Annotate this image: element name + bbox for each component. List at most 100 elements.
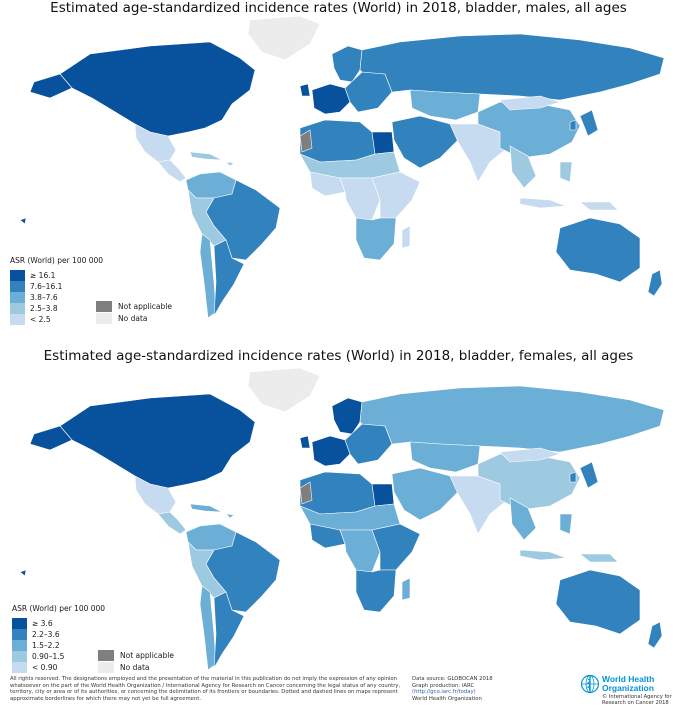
region-western-europe: [299, 435, 311, 449]
region-central-america: [157, 511, 187, 535]
region-se-asia: [559, 161, 573, 183]
legend-swatch: [12, 651, 27, 662]
legend-item: 1.5–2.2: [12, 640, 60, 651]
region-colombia-ven: [185, 171, 237, 199]
region-central-america: [157, 159, 187, 183]
region-greenland: [247, 15, 321, 61]
region-north-america: [29, 425, 73, 451]
region-russia: [359, 385, 665, 453]
panel-male: Estimated age-standardized incidence rat…: [0, 0, 677, 345]
world-map-female: [19, 367, 665, 671]
region-western-europe: [299, 83, 311, 97]
legend-label: 0.90–1.5: [32, 652, 65, 661]
source-line: Graph production: IARC: [412, 682, 475, 689]
legend-item: 3.8–7.6: [10, 292, 58, 303]
who-name-line: Organization: [602, 683, 654, 693]
source-line: World Health Organization: [412, 695, 482, 702]
no-data-item: No data: [96, 313, 147, 324]
region-western-europe: [311, 83, 351, 115]
region-indonesia: [579, 201, 619, 211]
region-north-america: [29, 73, 73, 99]
region-east-africa: [371, 523, 421, 571]
legend-title: ASR (World) per 100 000: [12, 604, 106, 613]
legend-swatch: [12, 629, 27, 640]
legend-label: 3.8–7.6: [30, 293, 58, 302]
region-australia: [555, 217, 641, 283]
legend-label: No data: [120, 663, 150, 672]
legend-label: Not applicable: [118, 302, 172, 311]
region-peru-bol: [187, 189, 227, 247]
region-egypt: [371, 483, 395, 507]
legend-label: < 2.5: [30, 315, 51, 324]
legend-label: Not applicable: [120, 651, 174, 660]
region-new-zealand: [647, 269, 663, 297]
region-northern-europe: [331, 397, 363, 435]
source-line: Data source: GLOBOCAN 2018: [412, 676, 493, 682]
region-chile: [199, 233, 217, 319]
region-colombia-ven: [185, 523, 237, 551]
not-applicable-item: Not applicable: [96, 301, 172, 312]
region-indonesia: [579, 553, 619, 563]
legend-title: ASR (World) per 100 000: [10, 256, 104, 265]
region-se-asia: [509, 145, 537, 189]
region-north-america: [19, 569, 27, 577]
region-egypt: [371, 131, 395, 155]
region-japan-korea: [579, 109, 599, 137]
region-north-america: [19, 217, 27, 225]
legend-item: ≥ 16.1: [10, 270, 55, 281]
legend-label: 2.5–3.8: [30, 304, 58, 313]
source-link[interactable]: (http://gco.iarc.fr/today): [412, 689, 476, 696]
legend-label: < 0.90: [32, 663, 58, 672]
legend-item: 2.2–3.6: [12, 629, 60, 640]
region-central-asia: [409, 89, 481, 121]
legend-swatch: [96, 313, 112, 324]
legend-label: ≥ 16.1: [30, 271, 56, 280]
region-japan-korea: [569, 471, 577, 483]
region-new-zealand: [647, 621, 663, 649]
region-caribbean: [189, 503, 223, 513]
region-western-europe: [311, 435, 351, 467]
region-greenland: [247, 367, 321, 413]
region-north-america: [59, 41, 256, 137]
who-name: World Health Organization: [602, 675, 654, 693]
legend-item: 2.5–3.8: [10, 303, 58, 314]
region-chile: [199, 585, 217, 671]
legend-swatch: [12, 662, 27, 673]
region-peru-bol: [187, 541, 227, 599]
region-madagascar: [401, 225, 411, 249]
region-japan-korea: [569, 119, 577, 131]
region-western-sahara: [299, 129, 313, 153]
legend-item: 0.90–1.5: [12, 651, 64, 662]
region-central-asia: [409, 441, 481, 473]
legend-item: 7.6–16.1: [10, 281, 62, 292]
legend-label: 7.6–16.1: [30, 282, 63, 291]
legend-swatch: [12, 640, 27, 651]
region-caribbean: [189, 151, 223, 161]
legend-swatch: [12, 618, 27, 629]
legend-swatch: [98, 650, 114, 661]
legend-item: < 0.90: [12, 662, 57, 673]
world-map-male: [19, 15, 665, 319]
region-north-america: [59, 393, 256, 489]
region-southern-africa: [355, 217, 397, 261]
iarc-line: Research on Cancer 2018: [602, 700, 669, 706]
iarc-copyright: © International Agency for Research on C…: [602, 694, 672, 706]
legend-item: < 2.5: [10, 314, 51, 325]
region-australia: [555, 569, 641, 635]
region-east-africa: [371, 171, 421, 219]
region-western-sahara: [299, 481, 313, 505]
region-argentina: [213, 591, 245, 669]
who-name-line: World Health: [602, 674, 655, 684]
region-mongolia: [499, 95, 562, 111]
region-caribbean: [225, 161, 235, 167]
region-indonesia: [519, 197, 567, 209]
region-argentina: [213, 239, 245, 317]
iarc-line: © International Agency for: [602, 694, 672, 700]
disclaimer-text: All rights reserved. The designations em…: [10, 676, 401, 702]
not-applicable-item: Not applicable: [98, 650, 174, 661]
legend-item: ≥ 3.6: [12, 618, 53, 629]
legend-swatch: [98, 662, 114, 673]
map-title-female: Estimated age-standardized incidence rat…: [43, 348, 634, 364]
legend-swatch: [10, 303, 25, 314]
region-se-asia: [559, 513, 573, 535]
